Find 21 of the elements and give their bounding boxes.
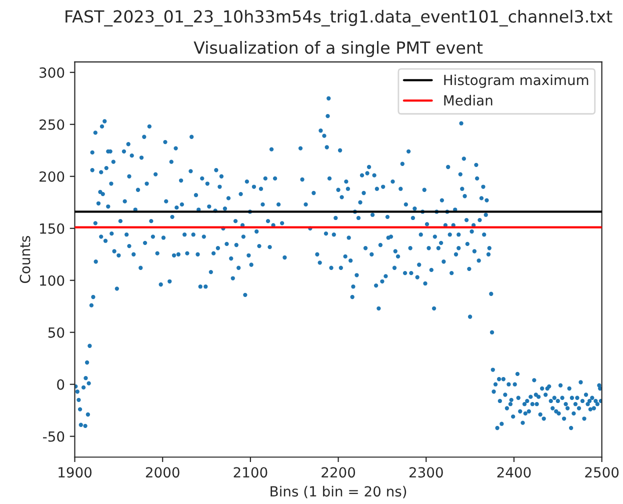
legend-label: Histogram maximum [444, 74, 588, 88]
y-tick-label: 250 [40, 119, 64, 130]
x-tick-label: 2000 [146, 467, 180, 478]
y-tick-label: 200 [40, 171, 64, 182]
y-tick-label: 100 [40, 275, 64, 286]
x-tick-label: 1900 [58, 467, 92, 478]
legend-label: Median [444, 94, 492, 106]
y-tick-label: 150 [40, 223, 64, 234]
y-tick-label: 0 [57, 379, 64, 390]
x-tick-label: 2400 [497, 467, 531, 478]
chart-title: FAST_2023_01_23_10h33m54s_trig1.data_event101_channel3.txt [66, 10, 612, 26]
x-tick-label: 2100 [234, 467, 268, 478]
y-tick-label: 300 [40, 67, 64, 78]
x-tick-label: 2500 [585, 467, 619, 478]
chart-subtitle: Visualization of a single PMT event [194, 40, 483, 58]
y-axis-title: Counts [20, 236, 30, 284]
x-tick-label: 2200 [322, 467, 356, 478]
x-tick-label: 2300 [409, 467, 443, 478]
y-tick-label: 50 [48, 327, 64, 338]
y-tick-label: -50 [43, 431, 64, 442]
x-axis-title: Bins (1 bin = 20 ns) [270, 486, 406, 498]
